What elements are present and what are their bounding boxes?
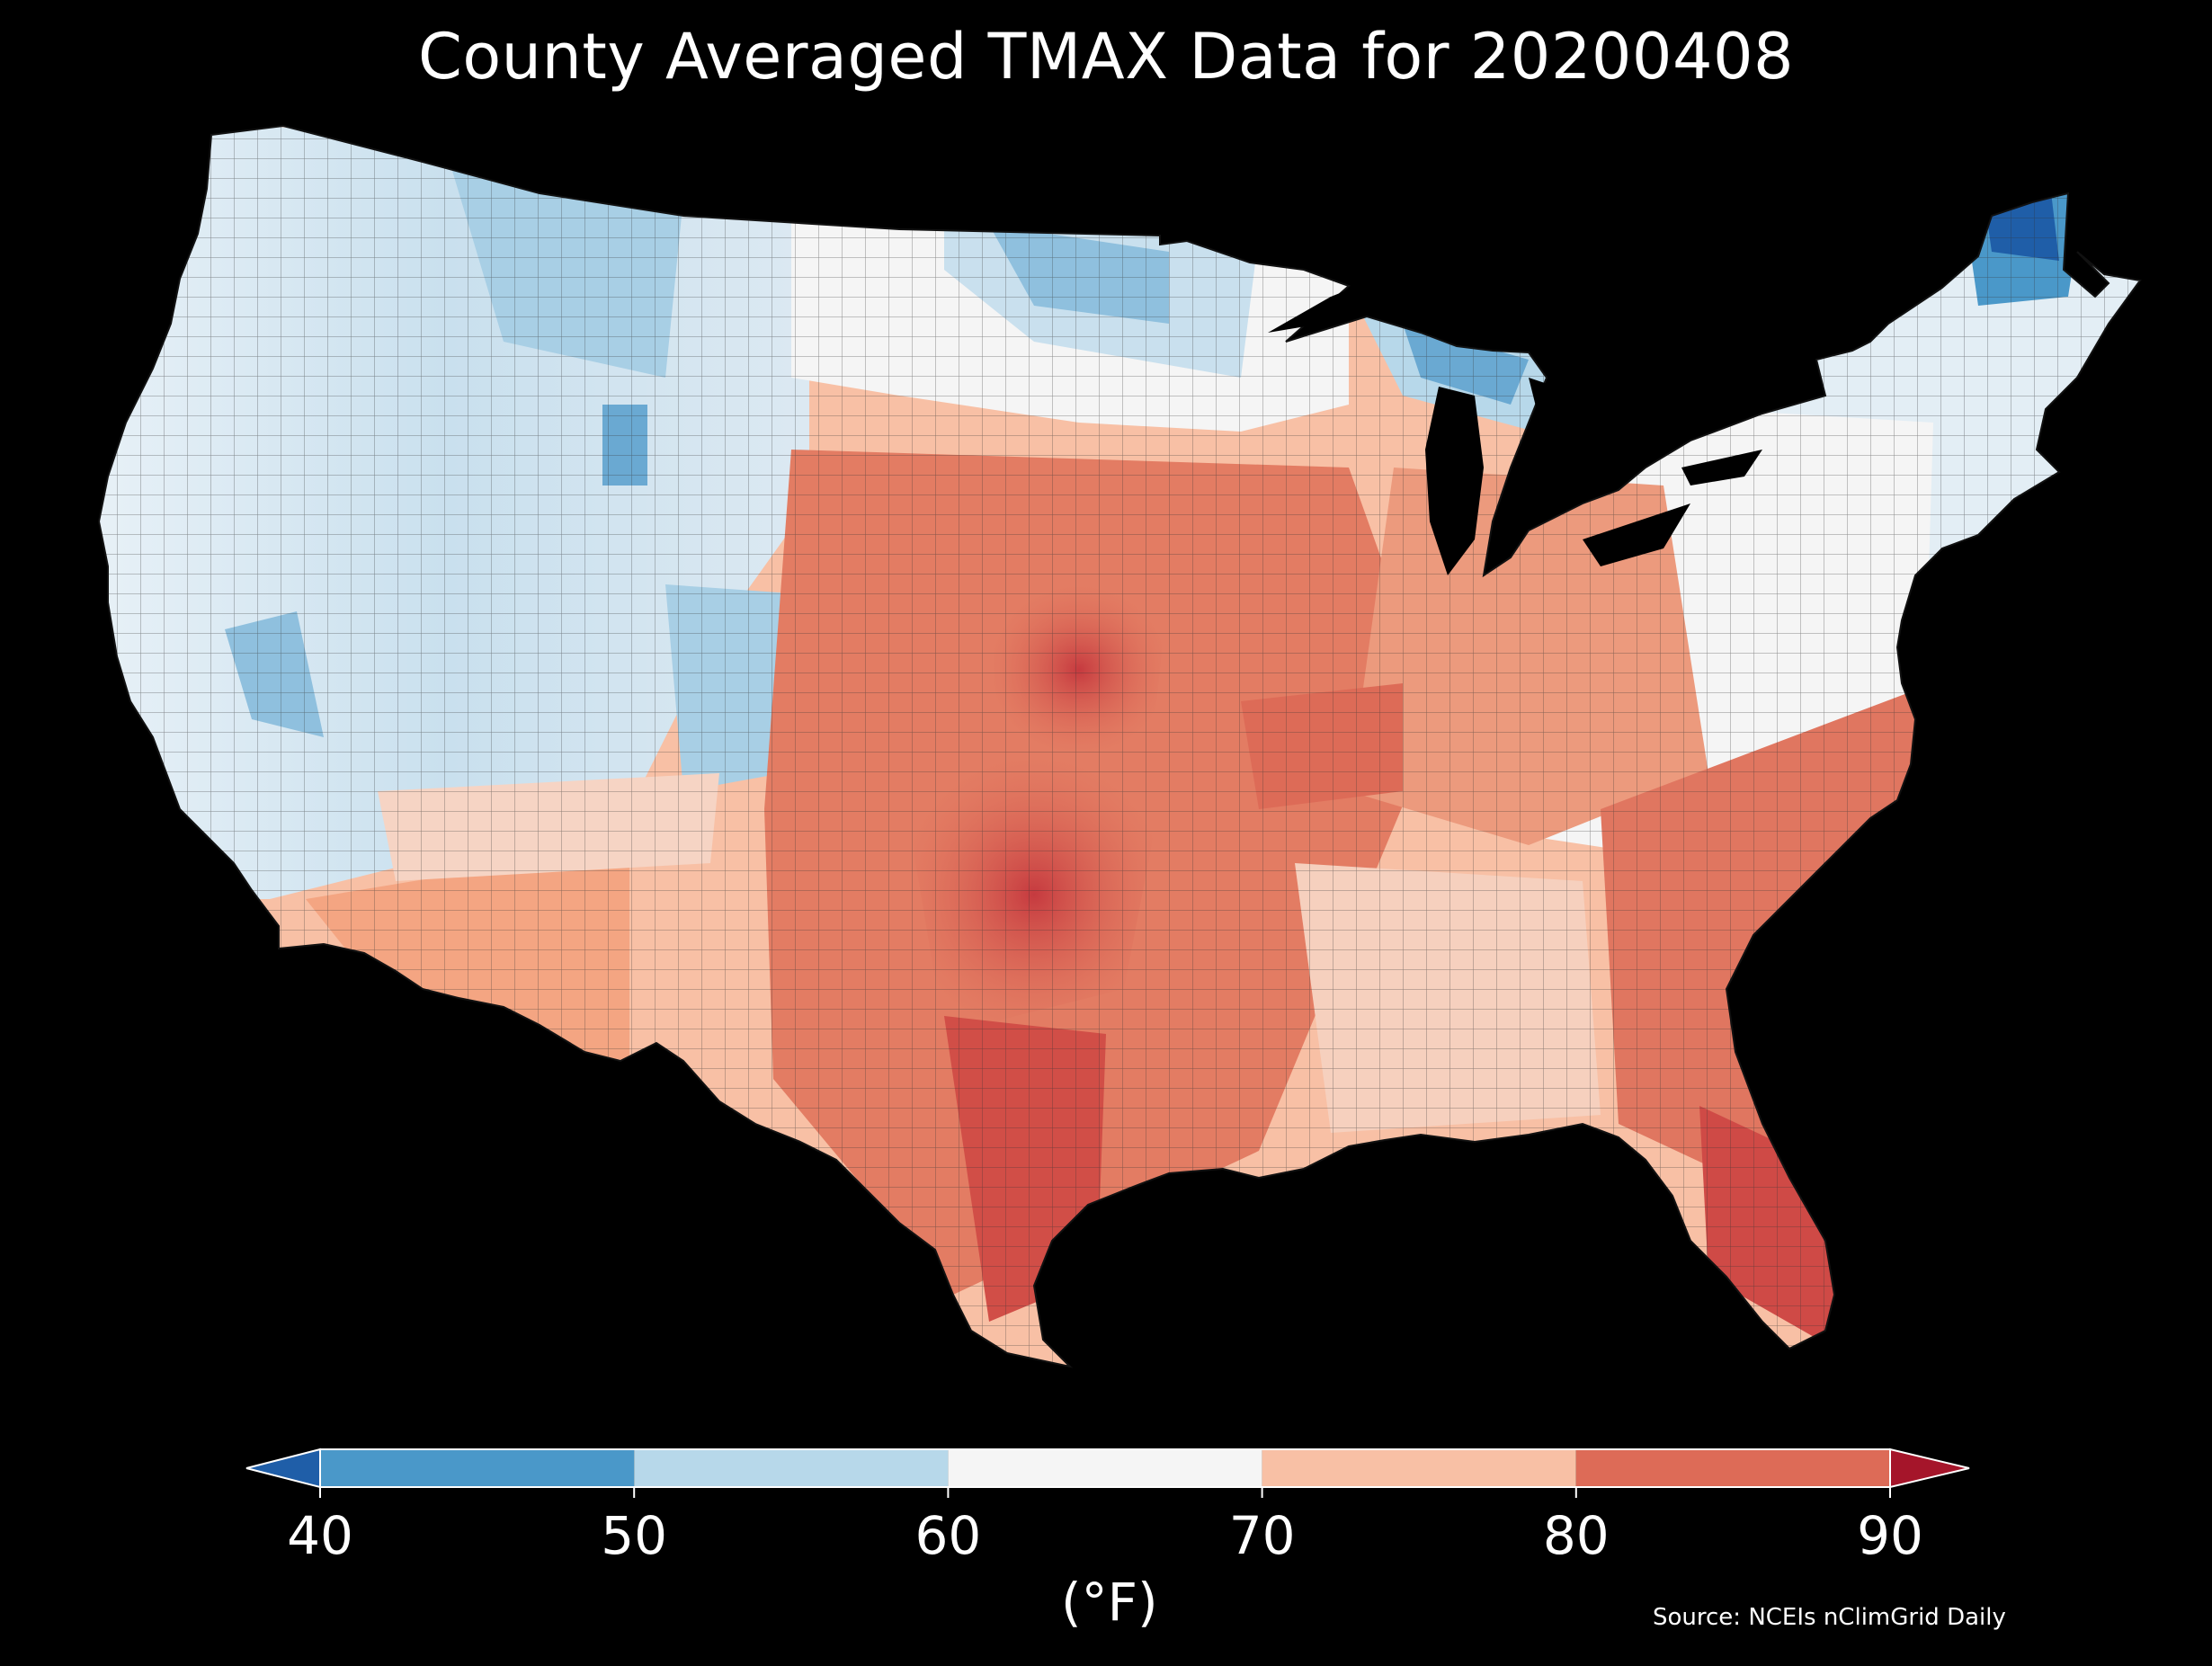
- colorbar-over-arrow: [1889, 1448, 1970, 1489]
- map-title: County Averaged TMAX Data for 20200408: [417, 20, 1795, 94]
- colorbar-unit-label: (°F): [1061, 1572, 1158, 1633]
- colorbar-tick-label: 90: [1857, 1505, 1923, 1566]
- colorbar-bin-40-50: [320, 1449, 635, 1487]
- colorbar-tick-label: 40: [287, 1505, 353, 1566]
- lake-superior: [1268, 279, 1376, 333]
- colorbar-tick-label: 80: [1543, 1505, 1610, 1566]
- colorbar-bin-70-80: [1262, 1449, 1576, 1487]
- colorbar-bin-60-70: [948, 1449, 1262, 1487]
- colorbar-tick-label: 60: [914, 1505, 981, 1566]
- colorbar-tick-label: 50: [601, 1505, 667, 1566]
- lake-michigan: [1425, 387, 1484, 575]
- colorbar-tick-label: 70: [1229, 1505, 1296, 1566]
- colorbar-frame: [319, 1448, 1891, 1488]
- colorbar-bin-80-90: [1575, 1449, 1890, 1487]
- colorbar-bin-50-60: [634, 1449, 949, 1487]
- lake-ontario: [1681, 450, 1762, 486]
- lake-huron: [1529, 378, 1610, 486]
- colorbar-under-arrow: [245, 1448, 321, 1489]
- county-choropleth-map: [98, 125, 2141, 1368]
- source-credit: Source: NCEIs nClimGrid Daily: [1653, 1604, 2006, 1631]
- lake-erie: [1583, 503, 1690, 566]
